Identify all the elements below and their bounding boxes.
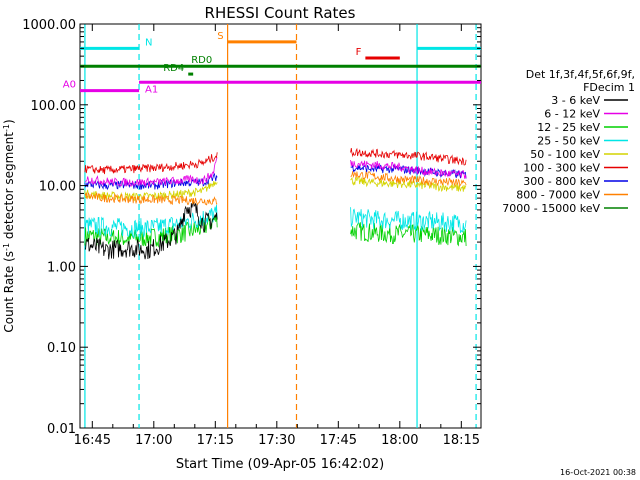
y-axis-label-mid: detector segment — [2, 132, 16, 243]
x-tick-label: 18:00 — [381, 433, 418, 448]
series-line — [350, 207, 467, 234]
y-axis-label-main: Count Rate (s — [2, 251, 16, 333]
series-line — [350, 170, 467, 188]
legend-entry-label: 7000 - 15000 keV — [502, 202, 600, 215]
series-line — [84, 191, 218, 206]
y-tick-label: 1.00 — [47, 260, 76, 275]
state-bar-label: A1 — [145, 84, 158, 95]
legend-entry-label: 300 - 800 keV — [523, 175, 600, 188]
series-line — [84, 152, 218, 175]
y-tick-label: 1000.00 — [22, 18, 76, 33]
x-tick-label: 16:45 — [74, 433, 111, 448]
y-tick-label: 0.01 — [47, 422, 76, 437]
legend-header: Det 1f,3f,4f,5f,6f,9f, — [526, 68, 635, 81]
series-line — [84, 213, 218, 248]
legend-entry-label: 100 - 300 keV — [523, 162, 600, 175]
series-line — [350, 176, 467, 193]
legend-header: FDecim 1 — [583, 81, 635, 94]
x-axis-label: Start Time (09-Apr-05 16:42:02) — [176, 457, 384, 472]
state-bar-label: A0 — [63, 80, 76, 91]
y-tick-label: 10.00 — [39, 180, 76, 195]
x-tick-label: 17:15 — [197, 433, 234, 448]
plot-frame — [79, 23, 482, 429]
data-series — [84, 147, 467, 260]
series-line — [84, 157, 218, 188]
legend-entry-label: 800 - 7000 keV — [516, 189, 600, 202]
y-axis-label-exp2: -1 — [2, 124, 11, 132]
series-line — [350, 222, 467, 247]
state-bar-label: F — [356, 47, 362, 58]
x-tick-label: 17:00 — [135, 433, 172, 448]
state-bar-label: RD0 — [191, 55, 212, 66]
series-line — [350, 147, 467, 166]
legend-entry-label: 6 - 12 keV — [544, 108, 600, 121]
series-line — [350, 159, 467, 179]
y-axis-ticks: 1000.00 100.00 10.00 1.00 0.10 0.01 — [22, 18, 481, 437]
chart-title: RHESSI Count Rates — [205, 4, 356, 22]
y-tick-label: 100.00 — [31, 99, 77, 114]
legend-entry-label: 12 - 25 keV — [537, 121, 600, 134]
y-tick-label: 0.10 — [47, 341, 76, 356]
y-axis-label-end: ) — [2, 119, 16, 124]
x-axis-ticks: 16:45 17:00 17:15 17:30 17:45 18:00 18:15 — [74, 24, 480, 448]
legend-entry-label: 3 - 6 keV — [551, 94, 600, 107]
x-tick-label: 17:45 — [320, 433, 357, 448]
legend: Det 1f,3f,4f,5f,6f,9f,FDecim 13 - 6 keV6… — [502, 68, 635, 215]
state-bar-label: N — [145, 37, 152, 48]
series-line — [84, 201, 218, 260]
timestamp: 16-Oct-2021 00:38 — [560, 468, 636, 477]
x-tick-label: 17:30 — [258, 433, 295, 448]
y-axis-label: Count Rate (s-1 detector segment-1) — [2, 119, 17, 332]
x-tick-label: 18:15 — [443, 433, 480, 448]
attenuator-state-bars: N S F RD0 RD4 A0 A1 — [63, 31, 481, 95]
legend-entry-label: 50 - 100 keV — [530, 148, 600, 161]
state-bar-label: RD4 — [163, 63, 184, 74]
series-line — [84, 181, 218, 202]
state-bar-label: S — [217, 31, 223, 42]
legend-entry-label: 25 - 50 keV — [537, 135, 600, 148]
y-axis-label-exp1: -1 — [2, 243, 11, 251]
series-line — [84, 204, 218, 239]
